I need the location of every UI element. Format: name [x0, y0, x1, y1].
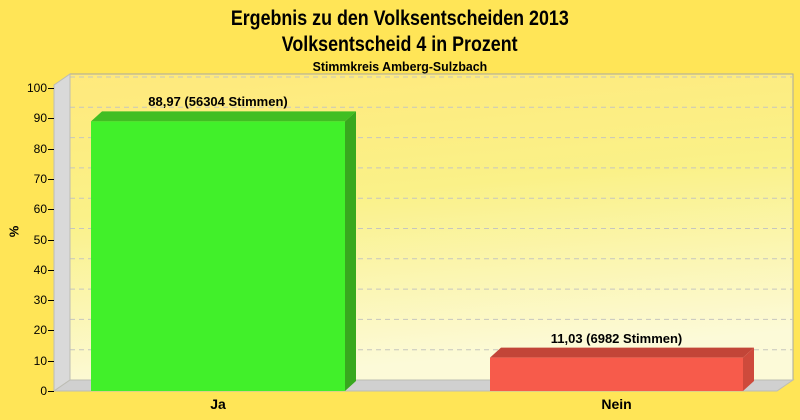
chart-title: Ergebnis zu den Volksentscheiden 2013 — [0, 7, 800, 31]
bar-nein-top — [490, 347, 754, 358]
plot-left-wall — [53, 73, 71, 392]
chart-subtitle2-text: Stimmkreis Amberg-Sulzbach — [312, 59, 488, 74]
chart-title-text: Ergebnis zu den Volksentscheiden 2013 — [231, 7, 569, 30]
bar-nein-side — [743, 347, 754, 391]
y-tick-mark-30 — [48, 300, 54, 302]
chart-subtitle: Volksentscheid 4 in Prozent — [0, 33, 800, 57]
category-label-nein: Nein — [601, 396, 632, 412]
bar-ja-side — [345, 111, 356, 391]
bar-nein-front — [490, 357, 743, 391]
y-tick-label-90: 90 — [33, 111, 47, 126]
y-tick-mark-50 — [48, 239, 54, 241]
y-tick-label-60: 60 — [33, 202, 47, 217]
y-tick-mark-40 — [48, 269, 54, 271]
y-tick-label-20: 20 — [33, 323, 47, 338]
y-tick-label-0: 0 — [40, 384, 47, 398]
y-tick-mark-20 — [48, 330, 54, 332]
chart-subtitle-text: Volksentscheid 4 in Prozent — [282, 33, 518, 56]
y-tick-mark-100 — [48, 88, 54, 89]
y-tick-mark-60 — [48, 209, 54, 211]
category-label-ja: Ja — [210, 396, 226, 412]
y-tick-label-80: 80 — [33, 141, 47, 156]
y-tick-mark-70 — [48, 178, 54, 180]
y-tick-label-100: 100 — [26, 81, 47, 95]
y-tick-label-10: 10 — [33, 353, 47, 368]
bar-ja-front — [91, 121, 345, 391]
chart-subtitle2: Stimmkreis Amberg-Sulzbach — [0, 59, 800, 74]
y-tick-label-40: 40 — [33, 262, 47, 277]
y-tick-label-30: 30 — [33, 293, 47, 308]
y-tick-label-50: 50 — [33, 232, 47, 247]
y-tick-mark-10 — [48, 360, 54, 362]
y-tick-mark-0 — [48, 391, 54, 392]
y-tick-label-70: 70 — [33, 171, 47, 186]
value-label-nein: 11,03 (6982 Stimmen) — [550, 330, 683, 346]
y-axis-label: % — [6, 225, 22, 238]
bar-ja-top — [91, 111, 356, 122]
y-tick-mark-90 — [48, 118, 54, 120]
y-tick-mark-80 — [48, 148, 54, 150]
value-label-ja: 88,97 (56304 Stimmen) — [148, 94, 288, 110]
bars — [91, 111, 754, 391]
